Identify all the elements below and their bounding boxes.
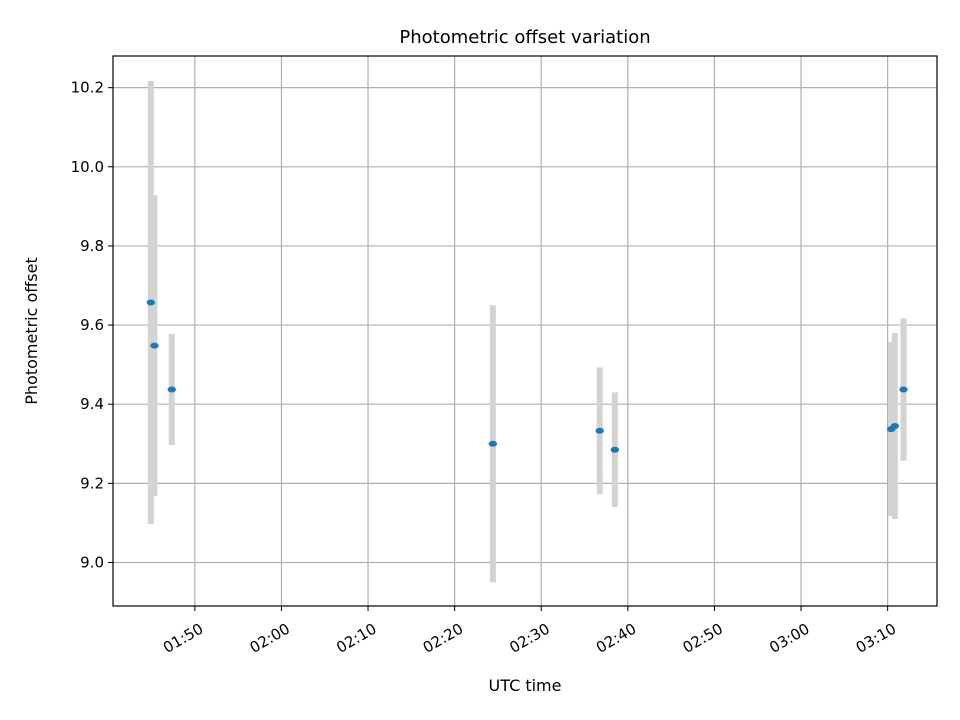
x-tick-label: 02:20 — [420, 620, 466, 657]
grid — [113, 56, 937, 606]
y-tick-label: 9.8 — [80, 237, 104, 255]
y-tick-label: 9.2 — [80, 474, 104, 492]
x-tick-label: 03:10 — [853, 620, 899, 657]
y-tick-label: 10.2 — [71, 79, 104, 97]
x-tick-label: 01:50 — [160, 620, 206, 657]
y-tick-label: 9.0 — [80, 553, 104, 571]
y-axis-label: Photometric offset — [22, 257, 41, 405]
data-point — [899, 386, 908, 393]
x-tick-label: 03:00 — [766, 620, 812, 657]
data-point — [167, 386, 176, 393]
x-tick-label: 02:40 — [593, 620, 639, 657]
data-point — [595, 427, 604, 434]
chart-title: Photometric offset variation — [399, 27, 650, 48]
error-bars — [147, 80, 907, 583]
data-point — [150, 342, 159, 349]
plot-frame — [112, 55, 938, 607]
x-tick-label: 02:00 — [247, 620, 293, 657]
data-point — [610, 446, 620, 453]
x-axis-label: UTC time — [489, 676, 562, 695]
data-point — [146, 299, 156, 306]
y-tick-label: 9.6 — [80, 316, 104, 334]
data-point — [488, 440, 498, 447]
data-points — [146, 299, 908, 453]
y-tick-label: 9.4 — [80, 395, 104, 413]
x-tick-label: 02:30 — [506, 620, 552, 657]
x-tick-label: 02:50 — [680, 620, 726, 657]
x-tick-label: 02:10 — [333, 620, 379, 657]
data-point — [890, 422, 900, 429]
y-tick-label: 10.0 — [71, 158, 104, 176]
